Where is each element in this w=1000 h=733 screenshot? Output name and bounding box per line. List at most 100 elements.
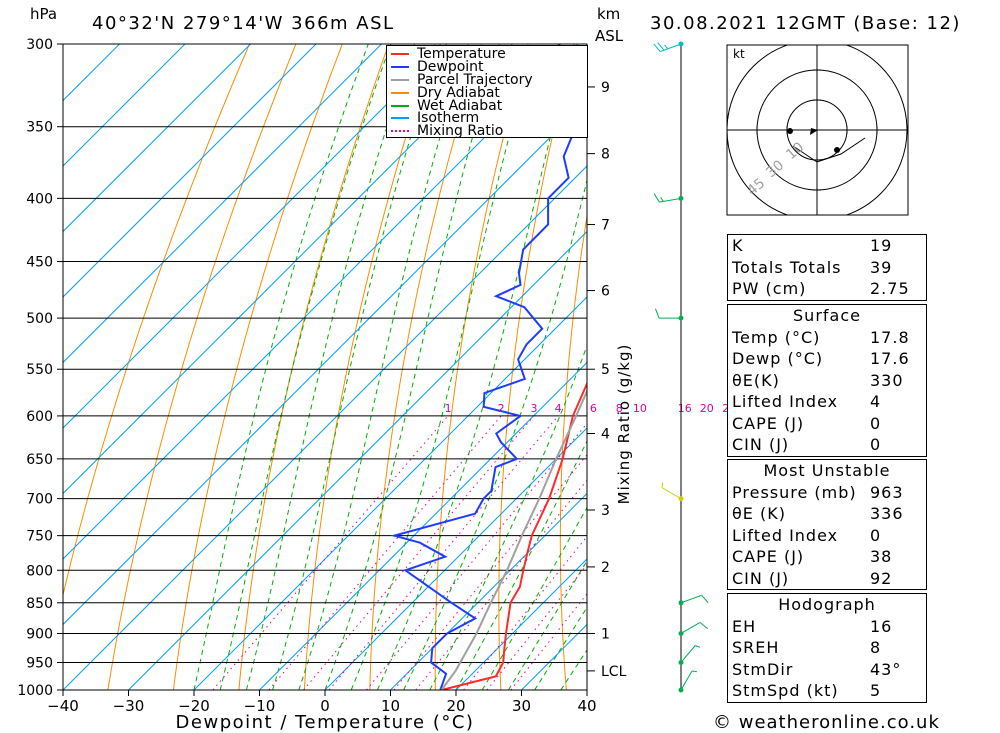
legend: Temperature Dewpoint Parcel Trajectory Dry … — [386, 45, 588, 138]
mixing-ratio-line — [212, 415, 449, 690]
hodograph-title: Hodograph — [778, 595, 876, 614]
pressure-tick-label: 500 — [26, 311, 53, 327]
mixing-ratio-label: 2 — [498, 402, 505, 415]
km-unit-label: km — [597, 5, 620, 23]
height-tick-label: 2 — [601, 560, 610, 576]
height-tick-label: 3 — [601, 503, 610, 519]
index-value: 43° — [870, 659, 902, 679]
height-tick-label: 6 — [601, 284, 610, 300]
unstable-title: Most Unstable — [763, 461, 891, 480]
unstable-indices-table: Most Unstable Pressure (mb) 963 θE (K) 336 L… — [727, 459, 927, 590]
index-value: 4 — [870, 392, 882, 411]
index-row: θE(K) 330 — [728, 370, 926, 392]
legend-swatch — [391, 66, 409, 69]
general-indices-table: K 19 Totals Totals 39 PW (cm) 2.75 — [727, 234, 927, 301]
index-label: CIN (J) — [732, 568, 790, 588]
height-tick-label: 9 — [601, 80, 610, 96]
wet-adiabat-line — [350, 44, 535, 690]
hodograph-point — [834, 147, 840, 153]
legend-label: Parcel Trajectory — [417, 71, 533, 88]
index-value: 17.6 — [870, 349, 910, 368]
index-row: SREH 8 — [728, 637, 926, 659]
x-axis-title: Dewpoint / Temperature (°C) — [176, 712, 475, 733]
index-value: 330 — [870, 370, 904, 390]
height-tick-label: 8 — [601, 147, 610, 163]
legend-swatch — [391, 130, 409, 133]
asl-unit-label: ASL — [595, 27, 624, 45]
dry-adiabat-line — [942, 44, 1000, 690]
copyright-text[interactable]: © weatheronline.co.uk — [713, 712, 940, 733]
temperature-tick-label: 30 — [512, 697, 531, 715]
datetime-title: 30.08.2021 12GMT (Base: 12) — [650, 13, 961, 34]
mixing-ratio-line — [268, 415, 502, 690]
legend-swatch — [391, 117, 409, 120]
index-label: PW (cm) — [732, 279, 807, 298]
temperature-tick-label: −40 — [47, 697, 79, 715]
isotherm-line — [63, 44, 252, 233]
pressure-axis: 300 350 400 450 500 550 600 650 700 750 800 850 900 9… — [17, 37, 63, 699]
wind-barb-flag — [691, 670, 698, 673]
legend-item: Dry Adiabat — [387, 84, 587, 101]
index-label: Lifted Index — [732, 525, 839, 545]
mixing-ratio-line — [328, 415, 559, 690]
pressure-tick-label: 550 — [26, 362, 53, 378]
mixing-ratio-line — [486, 563, 587, 690]
temperature-tick-label: 20 — [446, 697, 465, 715]
legend-label: Dewpoint — [417, 59, 484, 76]
index-row: Dewp (°C) 17.6 — [728, 348, 926, 370]
temperature-tick-label: −10 — [244, 697, 276, 715]
legend-item: Mixing Ratio — [387, 124, 587, 138]
index-label: CAPE (J) — [732, 547, 805, 566]
index-value: 92 — [870, 568, 893, 588]
index-value: 336 — [870, 504, 904, 523]
isotherm-line — [455, 558, 587, 690]
hodograph-unit-label: kt — [733, 47, 745, 61]
temperature-tick-label: 40 — [577, 697, 596, 715]
wind-barb-flag — [660, 196, 664, 202]
index-row: Lifted Index 0 — [728, 525, 926, 547]
isotherm-line — [127, 230, 587, 690]
index-label: SREH — [732, 638, 780, 657]
height-tick-label: 1 — [601, 626, 610, 642]
index-row: PW (cm) 2.75 — [728, 278, 926, 300]
index-label: θE (K) — [732, 504, 786, 523]
profile-series — [390, 44, 587, 690]
isotherm-line — [324, 427, 587, 690]
isotherm-line — [63, 44, 383, 364]
legend-swatch — [391, 91, 409, 94]
pressure-tick-label: 700 — [26, 492, 53, 508]
index-value: 16 — [870, 616, 893, 636]
legend-swatch — [391, 104, 409, 107]
isotherm-line — [63, 44, 186, 167]
wet-adiabat-line — [298, 44, 469, 690]
wet-adiabat-line — [324, 44, 500, 690]
pressure-tick-label: 300 — [26, 37, 53, 53]
pressure-tick-label: 350 — [26, 120, 53, 136]
isotherm-line — [63, 44, 448, 429]
index-row: Temp (°C) 17.8 — [728, 327, 926, 349]
index-row: K 19 — [728, 235, 926, 257]
wet-adiabat-line — [455, 439, 587, 690]
dry-adiabat-line — [991, 44, 1000, 690]
hodograph-plot — [727, 45, 908, 215]
wind-barb-flag — [694, 645, 701, 648]
mixing-ratio-label: 1 — [445, 402, 452, 415]
height-tick-label: LCL — [601, 664, 627, 680]
index-row: CIN (J) 0 — [728, 434, 926, 456]
wet-adiabat-line — [193, 44, 369, 690]
index-row: CAPE (J) 38 — [728, 546, 926, 568]
dewpoint-line — [390, 44, 587, 690]
mixing-ratio-label: 20 — [700, 402, 714, 415]
legend-label: Isotherm — [417, 110, 480, 127]
index-row: θE (K) 336 — [728, 503, 926, 525]
index-value: 8 — [870, 638, 882, 657]
legend-item: Wet Adiabat — [387, 99, 587, 113]
wet-adiabat-line — [245, 44, 416, 690]
legend-label: Temperature — [417, 46, 506, 63]
index-row: CAPE (J) 0 — [728, 413, 926, 435]
isotherm-line — [258, 361, 587, 690]
legend-label: Dry Adiabat — [417, 84, 500, 101]
index-row: Pressure (mb) 963 — [728, 482, 926, 504]
wet-adiabat-line — [219, 44, 392, 690]
